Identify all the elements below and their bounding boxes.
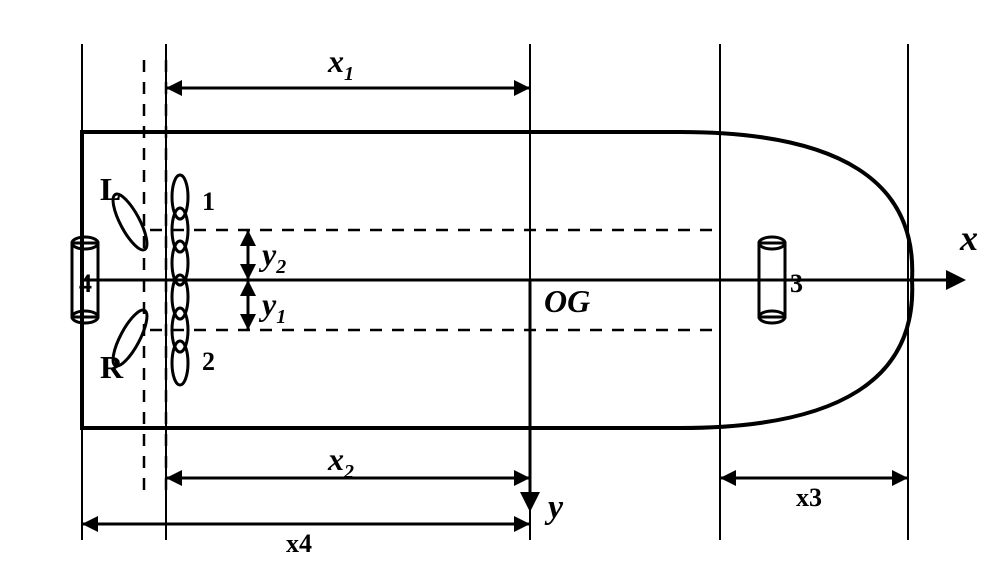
arrowhead (166, 80, 182, 96)
arrowhead (166, 470, 182, 486)
stern-thruster-label: 4 (79, 269, 92, 298)
dim-x4-label: x4 (286, 529, 312, 558)
propeller-2-label: 2 (202, 347, 215, 376)
bow-thruster-label: 3 (790, 269, 803, 298)
arrowhead (520, 492, 540, 512)
y-axis-label: y (544, 489, 564, 526)
origin-label: OG (544, 283, 590, 319)
arrowhead (946, 270, 966, 290)
rudder-R-label: R (100, 349, 124, 385)
arrowhead (892, 470, 908, 486)
x-axis-label: x (959, 218, 978, 258)
arrowhead (240, 280, 256, 296)
ship-schematic: 1 2 L R 4 3 x1 x2 x4 x3 y1 y2 OG x y (0, 0, 1000, 580)
arrowhead (240, 230, 256, 246)
dim-y2-label: y2 (258, 236, 286, 278)
arrowhead (514, 470, 530, 486)
arrowhead (514, 516, 530, 532)
dim-x2-label: x2 (327, 441, 354, 483)
arrowhead (240, 314, 256, 330)
dim-x3-label: x3 (796, 483, 822, 512)
dim-x1-label: x1 (327, 43, 354, 85)
arrowhead (720, 470, 736, 486)
dim-y1-label: y1 (258, 286, 286, 328)
arrowhead (514, 80, 530, 96)
arrowhead (82, 516, 98, 532)
rudder-L-label: L (100, 171, 121, 207)
arrowhead (240, 264, 256, 280)
propeller-1-label: 1 (202, 187, 215, 216)
